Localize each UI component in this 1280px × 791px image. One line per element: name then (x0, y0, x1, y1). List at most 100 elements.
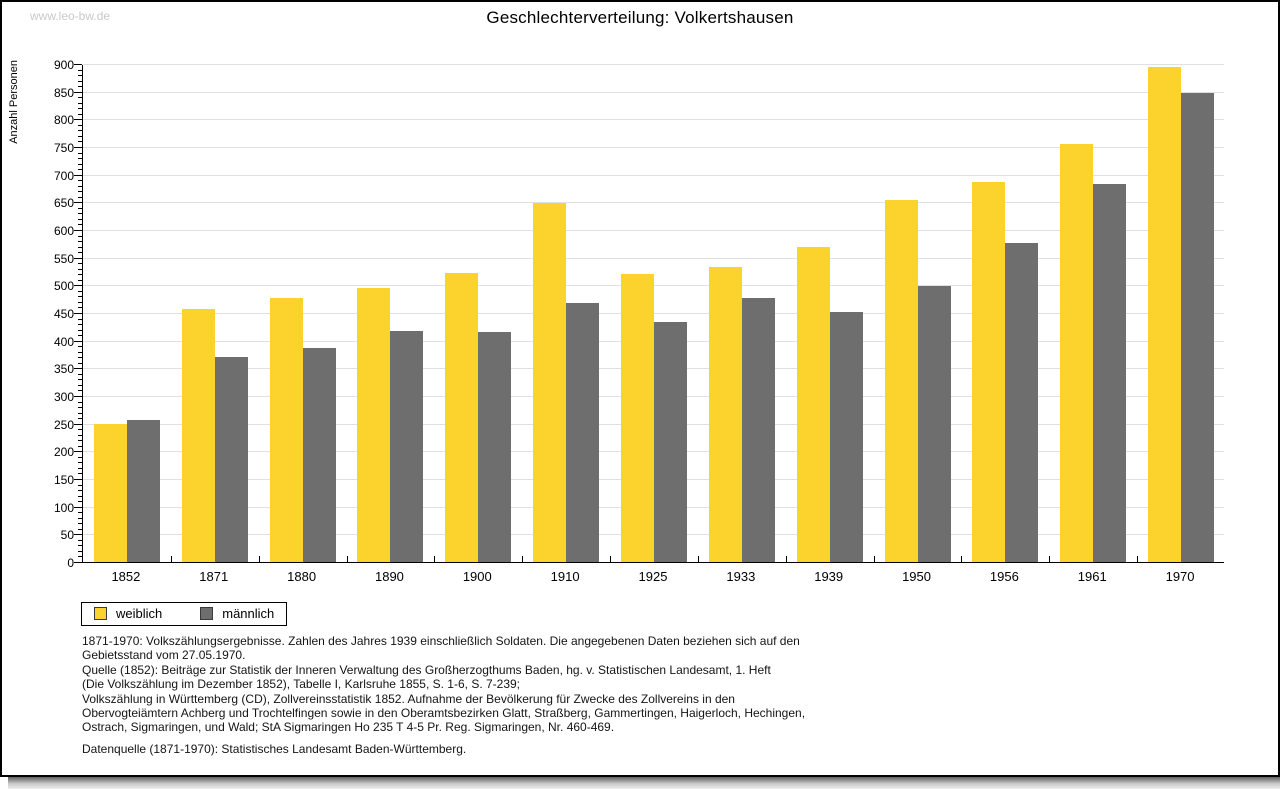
y-minor-tick-640 (78, 207, 82, 209)
bar-weiblich-1852 (93, 423, 127, 562)
y-minor-tick-60 (78, 528, 82, 530)
bar-maennlich-1910 (566, 302, 600, 562)
bar-weiblich-1925 (621, 273, 654, 562)
x-axis-tick-3 (346, 556, 348, 562)
x-tick-label-1961: 1961 (1077, 569, 1107, 584)
y-minor-tick-330 (78, 379, 82, 381)
y-minor-tick-810 (78, 113, 82, 115)
footnote-line-5: Volkszählung in Württemberg (CD), Zollve… (82, 691, 735, 706)
legend-label-maennlich: männlich (222, 606, 275, 621)
legend-label-weiblich: weiblich (116, 606, 163, 621)
y-major-tick-100 (74, 506, 82, 508)
bar-maennlich-1933 (741, 297, 775, 562)
legend-item-weiblich: weiblich (94, 606, 162, 621)
footnote-line-2: Gebietsstand vom 27.05.1970. (82, 648, 246, 663)
y-minor-tick-30 (78, 545, 82, 547)
x-tick-label-1970: 1970 (1165, 569, 1195, 584)
y-major-tick-250 (74, 423, 82, 425)
bar-maennlich-1871 (214, 357, 248, 562)
y-tick-label-850: 850 (53, 85, 74, 100)
x-axis-tick-7 (697, 556, 699, 562)
y-minor-tick-420 (78, 329, 82, 331)
legend-item-maennlich: männlich (200, 606, 274, 621)
footnote-line-1: 1871-1970: Volkszählungsergebnisse. Zahl… (82, 634, 800, 648)
gridline-550 (83, 257, 1224, 259)
y-minor-tick-290 (78, 401, 82, 403)
bar-weiblich-1933 (708, 266, 742, 562)
x-axis-tick-9 (873, 556, 875, 562)
y-minor-tick-490 (78, 290, 82, 292)
y-minor-tick-190 (78, 456, 82, 458)
bar-maennlich-1852 (126, 420, 160, 562)
y-tick-label-50: 50 (60, 528, 74, 543)
x-tick-label-1852: 1852 (111, 569, 141, 584)
y-minor-tick-710 (78, 169, 82, 171)
x-axis-tick-1 (170, 556, 172, 562)
y-major-tick-900 (74, 64, 82, 65)
y-major-tick-700 (74, 174, 82, 176)
y-minor-tick-730 (78, 158, 82, 160)
gridline-650 (83, 202, 1224, 204)
y-minor-tick-80 (78, 517, 82, 519)
y-minor-tick-460 (78, 307, 82, 309)
bar-maennlich-1939 (829, 312, 863, 562)
gridline-800 (83, 119, 1224, 121)
y-minor-tick-860 (78, 86, 82, 88)
y-tick-label-600: 600 (53, 224, 74, 238)
y-minor-tick-530 (78, 268, 82, 270)
y-major-tick-450 (74, 313, 82, 314)
x-axis-tick-12 (1137, 556, 1139, 562)
y-minor-tick-340 (78, 373, 82, 375)
y-tick-label-700: 700 (53, 168, 74, 183)
y-major-tick-600 (74, 230, 82, 231)
y-minor-tick-740 (78, 152, 82, 154)
y-tick-label-800: 800 (53, 113, 74, 128)
y-axis-ticks (74, 64, 82, 563)
y-minor-tick-120 (78, 495, 82, 497)
y-minor-tick-520 (78, 274, 82, 276)
x-tick-label-1933: 1933 (726, 569, 756, 584)
y-minor-tick-510 (78, 279, 82, 281)
y-tick-label-150: 150 (53, 473, 74, 487)
y-axis-title: Anzahl Personen (8, 60, 20, 144)
y-minor-tick-180 (78, 462, 82, 464)
y-minor-tick-480 (78, 296, 82, 298)
bar-weiblich-1910 (533, 203, 567, 562)
bar-weiblich-1970 (1148, 66, 1182, 562)
y-tick-label-200: 200 (53, 445, 74, 460)
x-tick-label-1880: 1880 (287, 569, 317, 584)
gridline-600 (83, 230, 1224, 231)
y-minor-tick-270 (78, 412, 82, 414)
x-axis-tick-11 (1049, 556, 1051, 562)
y-major-tick-150 (74, 479, 82, 480)
y-major-tick-550 (74, 257, 82, 259)
y-minor-tick-360 (78, 362, 82, 364)
bar-maennlich-1950 (917, 285, 951, 562)
y-major-tick-850 (74, 91, 82, 93)
y-minor-tick-720 (78, 163, 82, 165)
bar-maennlich-1970 (1181, 92, 1215, 562)
y-minor-tick-570 (78, 246, 82, 248)
y-minor-tick-440 (78, 318, 82, 320)
y-minor-tick-780 (78, 130, 82, 132)
y-minor-tick-20 (78, 550, 82, 552)
y-tick-label-100: 100 (53, 500, 74, 515)
y-minor-tick-830 (78, 102, 82, 104)
y-minor-tick-770 (78, 135, 82, 137)
bar-maennlich-1880 (302, 348, 336, 562)
y-minor-tick-880 (78, 75, 82, 77)
bar-weiblich-1950 (884, 199, 918, 562)
x-axis-tick-5 (522, 556, 524, 562)
bar-weiblich-1939 (796, 247, 830, 562)
legend-swatch-maennlich (200, 607, 214, 620)
y-major-tick-300 (74, 396, 82, 397)
chart-title: Geschlechterverteilung: Volkertshausen (486, 8, 794, 27)
y-minor-tick-260 (78, 418, 82, 420)
footnote-line-6: Obervogteiämtern Achberg und Trochtelfin… (82, 706, 806, 721)
y-minor-tick-130 (78, 490, 82, 492)
y-minor-tick-820 (78, 108, 82, 110)
y-minor-tick-160 (78, 473, 82, 475)
plot-area (82, 64, 1224, 563)
bar-weiblich-1961 (1060, 144, 1094, 562)
